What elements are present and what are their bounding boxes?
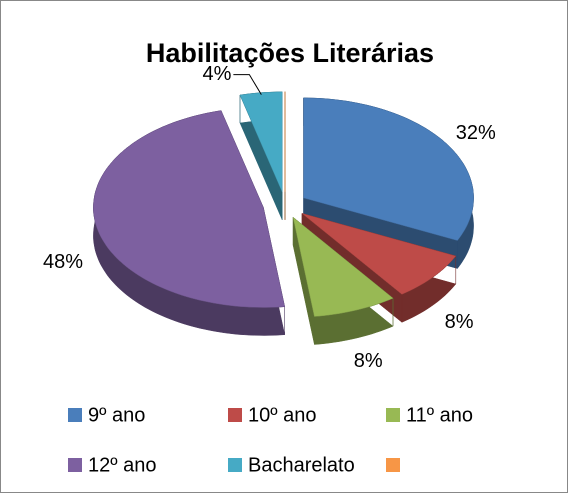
legend-swatch — [386, 458, 400, 472]
data-label: 8% — [354, 350, 383, 372]
chart-title: Habilitações Literárias — [146, 38, 434, 68]
data-label: 32% — [456, 122, 496, 144]
legend-swatch — [386, 408, 400, 422]
legend-swatch — [228, 408, 242, 422]
legend-swatch — [68, 408, 82, 422]
legend-label: Bacharelato — [248, 454, 355, 476]
slice — [239, 91, 283, 192]
legend-swatch — [68, 458, 82, 472]
leader-line — [233, 74, 262, 95]
legend-label: 11º ano — [406, 404, 473, 426]
legend-label: 12º ano — [88, 454, 156, 476]
slice — [301, 213, 457, 295]
legend-swatch — [228, 458, 242, 472]
data-label: 8% — [445, 311, 474, 333]
legend-label: 9º ano — [88, 404, 145, 426]
slice — [303, 97, 474, 241]
slice — [93, 110, 286, 308]
data-label: 48% — [43, 251, 83, 273]
legend-label: 10º ano — [248, 404, 316, 426]
slice — [292, 216, 394, 317]
data-label: 4% — [202, 63, 231, 85]
